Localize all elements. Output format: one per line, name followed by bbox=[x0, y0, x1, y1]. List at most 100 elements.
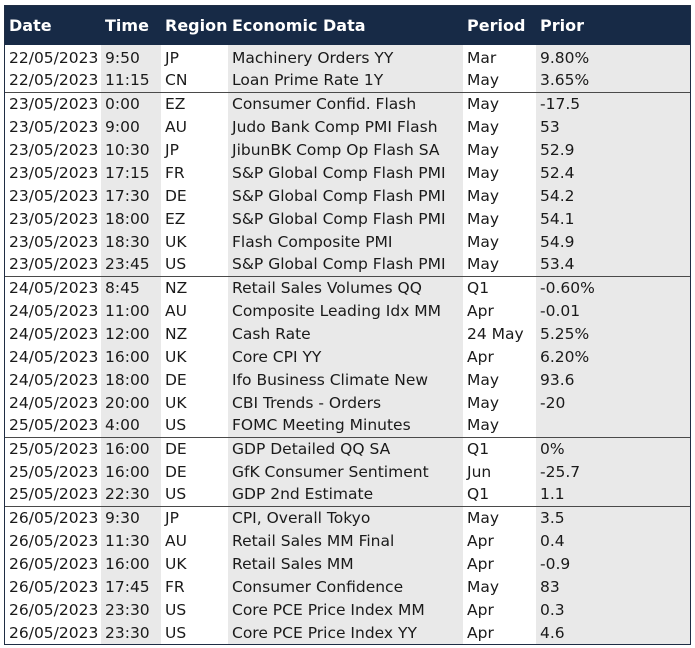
cell-region: JP bbox=[161, 138, 228, 161]
cell-prior: 93.6 bbox=[536, 368, 690, 391]
header-time: Time bbox=[105, 16, 149, 35]
table-row: 26/05/2023 16:00 UK Retail Sales MM Apr -0.9 bbox=[5, 552, 690, 575]
table-body: 22/05/2023 9:50 JP Machinery Orders YY Mar 9.… bbox=[5, 45, 690, 644]
cell-prior: -25.7 bbox=[536, 460, 690, 483]
cell-date: 24/05/2023 bbox=[5, 322, 101, 345]
cell-region: NZ bbox=[161, 275, 228, 299]
table-row: 26/05/2023 17:45 FR Consumer Confidence May 8… bbox=[5, 575, 690, 598]
cell-time: 17:15 bbox=[101, 161, 161, 184]
cell-region: UK bbox=[161, 345, 228, 368]
cell-time: 18:00 bbox=[101, 368, 161, 391]
cell-date: 23/05/2023 bbox=[5, 138, 101, 161]
cell-prior: -17.5 bbox=[536, 91, 690, 115]
cell-region: US bbox=[161, 253, 228, 276]
cell-prior: -0.9 bbox=[536, 552, 690, 575]
table-row: 23/05/2023 17:30 DE S&P Global Comp Flash P… bbox=[5, 184, 690, 207]
table-row: 23/05/2023 18:00 EZ S&P Global Comp Flash P… bbox=[5, 207, 690, 230]
cell-region: FR bbox=[161, 161, 228, 184]
cell-date: 26/05/2023 bbox=[5, 598, 101, 621]
cell-date: 22/05/2023 bbox=[5, 45, 101, 69]
cell-region: DE bbox=[161, 460, 228, 483]
cell-economic-data: Retail Sales MM bbox=[228, 552, 463, 575]
cell-region: US bbox=[161, 621, 228, 644]
cell-time: 11:15 bbox=[101, 69, 161, 92]
cell-period: May bbox=[463, 184, 536, 207]
cell-economic-data: Retail Sales Volumes QQ bbox=[228, 275, 463, 299]
table-row: 24/05/2023 11:00 AU Composite Leading Idx M… bbox=[5, 299, 690, 322]
cell-region: DE bbox=[161, 184, 228, 207]
table-row: 23/05/2023 10:30 JP JibunBK Comp Op Flash S… bbox=[5, 138, 690, 161]
cell-period: May bbox=[463, 138, 536, 161]
cell-date: 23/05/2023 bbox=[5, 91, 101, 115]
cell-economic-data: S&P Global Comp Flash PMI bbox=[228, 161, 463, 184]
table-row: 26/05/2023 23:30 US Core PCE Price Index YY… bbox=[5, 621, 690, 644]
cell-date: 24/05/2023 bbox=[5, 391, 101, 414]
cell-period: May bbox=[463, 505, 536, 529]
cell-region: US bbox=[161, 414, 228, 437]
table-row: 23/05/2023 23:45 US S&P Global Comp Flash P… bbox=[5, 253, 690, 276]
table-row: 23/05/2023 9:00 AU Judo Bank Comp PMI Flash… bbox=[5, 115, 690, 138]
cell-economic-data: JibunBK Comp Op Flash SA bbox=[228, 138, 463, 161]
cell-region: CN bbox=[161, 69, 228, 92]
cell-economic-data: Core PCE Price Index MM bbox=[228, 598, 463, 621]
cell-period: May bbox=[463, 391, 536, 414]
cell-time: 16:00 bbox=[101, 460, 161, 483]
cell-economic-data: Loan Prime Rate 1Y bbox=[228, 69, 463, 92]
cell-period: Mar bbox=[463, 45, 536, 69]
cell-region: UK bbox=[161, 391, 228, 414]
cell-date: 24/05/2023 bbox=[5, 275, 101, 299]
economic-calendar-table: Date Time Region Economic Data Period Pr… bbox=[4, 5, 691, 645]
cell-date: 25/05/2023 bbox=[5, 460, 101, 483]
cell-region: US bbox=[161, 598, 228, 621]
cell-time: 11:30 bbox=[101, 529, 161, 552]
cell-region: AU bbox=[161, 299, 228, 322]
cell-economic-data: S&P Global Comp Flash PMI bbox=[228, 207, 463, 230]
cell-prior: -0.60% bbox=[536, 275, 690, 299]
cell-period: Apr bbox=[463, 552, 536, 575]
cell-date: 23/05/2023 bbox=[5, 230, 101, 253]
cell-economic-data: CPI, Overall Tokyo bbox=[228, 505, 463, 529]
cell-time: 11:00 bbox=[101, 299, 161, 322]
cell-period: May bbox=[463, 368, 536, 391]
cell-period: May bbox=[463, 253, 536, 276]
cell-economic-data: Retail Sales MM Final bbox=[228, 529, 463, 552]
cell-date: 24/05/2023 bbox=[5, 345, 101, 368]
cell-date: 26/05/2023 bbox=[5, 621, 101, 644]
cell-prior: 0.4 bbox=[536, 529, 690, 552]
cell-economic-data: Consumer Confid. Flash bbox=[228, 91, 463, 115]
cell-region: DE bbox=[161, 436, 228, 460]
cell-time: 20:00 bbox=[101, 391, 161, 414]
cell-economic-data: FOMC Meeting Minutes bbox=[228, 414, 463, 437]
table-row: 25/05/2023 4:00 US FOMC Meeting Minutes May bbox=[5, 414, 690, 437]
cell-date: 24/05/2023 bbox=[5, 299, 101, 322]
cell-region: AU bbox=[161, 529, 228, 552]
table-row: 25/05/2023 22:30 US GDP 2nd Estimate Q1 1.1 bbox=[5, 483, 690, 506]
cell-date: 26/05/2023 bbox=[5, 529, 101, 552]
cell-date: 25/05/2023 bbox=[5, 414, 101, 437]
cell-economic-data: Core PCE Price Index YY bbox=[228, 621, 463, 644]
cell-date: 23/05/2023 bbox=[5, 115, 101, 138]
cell-economic-data: S&P Global Comp Flash PMI bbox=[228, 253, 463, 276]
cell-economic-data: GfK Consumer Sentiment bbox=[228, 460, 463, 483]
cell-prior: 52.4 bbox=[536, 161, 690, 184]
cell-time: 23:30 bbox=[101, 621, 161, 644]
cell-economic-data: Composite Leading Idx MM bbox=[228, 299, 463, 322]
cell-date: 23/05/2023 bbox=[5, 161, 101, 184]
cell-economic-data: Cash Rate bbox=[228, 322, 463, 345]
cell-period: Apr bbox=[463, 598, 536, 621]
cell-economic-data: GDP 2nd Estimate bbox=[228, 483, 463, 506]
cell-time: 18:30 bbox=[101, 230, 161, 253]
cell-time: 4:00 bbox=[101, 414, 161, 437]
cell-time: 16:00 bbox=[101, 436, 161, 460]
cell-time: 9:50 bbox=[101, 45, 161, 69]
cell-time: 16:00 bbox=[101, 345, 161, 368]
cell-region: JP bbox=[161, 505, 228, 529]
cell-economic-data: Ifo Business Climate New bbox=[228, 368, 463, 391]
header-economic-data: Economic Data bbox=[232, 16, 366, 35]
cell-period: 24 May bbox=[463, 322, 536, 345]
cell-date: 26/05/2023 bbox=[5, 505, 101, 529]
cell-date: 26/05/2023 bbox=[5, 552, 101, 575]
table-header: Date Time Region Economic Data Period Pr… bbox=[5, 6, 690, 45]
cell-period: Apr bbox=[463, 299, 536, 322]
cell-prior: 53 bbox=[536, 115, 690, 138]
